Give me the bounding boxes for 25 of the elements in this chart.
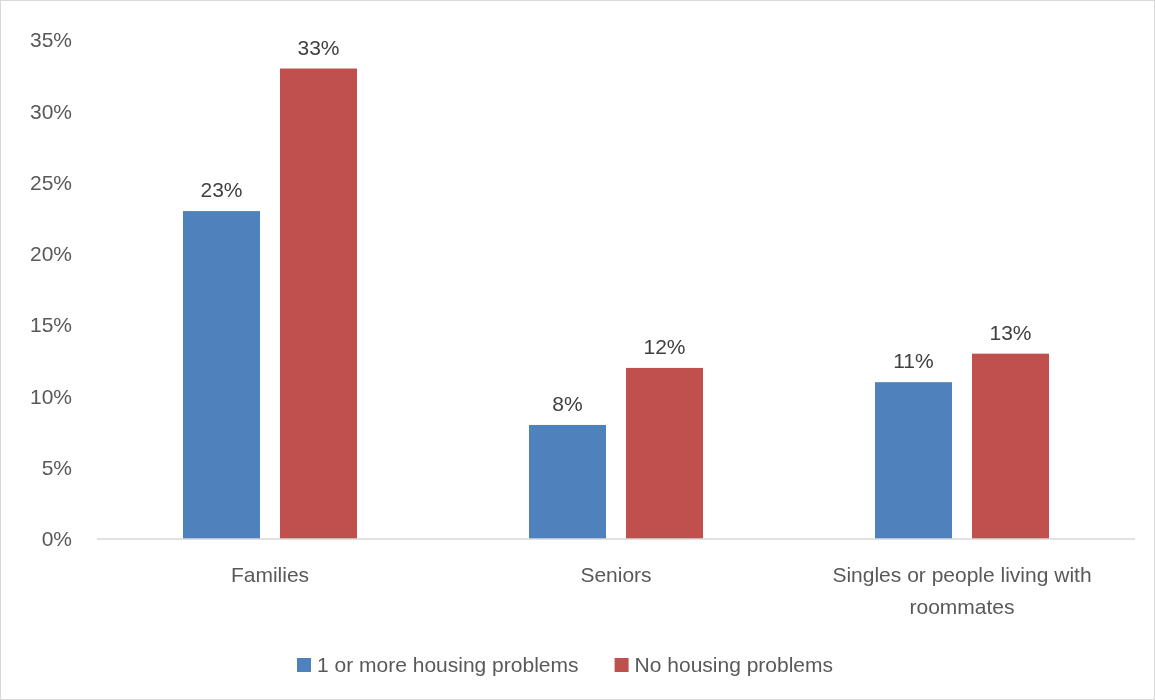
y-tick-label: 25% xyxy=(29,170,72,194)
bar xyxy=(972,353,1049,539)
legend-label: 1 or more housing problems xyxy=(317,653,579,677)
y-tick-label: 5% xyxy=(41,456,72,480)
data-label: 33% xyxy=(297,35,340,59)
bar xyxy=(875,382,952,539)
y-tick-label: 30% xyxy=(29,99,72,123)
y-tick-label: 10% xyxy=(29,384,72,408)
data-label: 23% xyxy=(200,178,243,202)
y-tick-label: 20% xyxy=(29,242,72,266)
y-tick-label: 35% xyxy=(29,28,72,52)
x-tick-label: Seniors xyxy=(580,563,652,586)
bar xyxy=(529,424,606,539)
bar xyxy=(626,367,703,539)
x-tick-label: Singles or people living with roommates xyxy=(832,563,1092,618)
legend-label: No housing problems xyxy=(634,653,834,677)
y-tick-label: 15% xyxy=(29,313,72,337)
x-tick-label: Families xyxy=(230,563,310,586)
data-label: 8% xyxy=(552,391,583,415)
data-label: 11% xyxy=(893,349,934,373)
y-tick-label: 0% xyxy=(41,527,72,551)
data-label: 12% xyxy=(643,334,686,358)
bar xyxy=(183,211,260,539)
bar xyxy=(280,68,357,539)
data-label: 13% xyxy=(989,320,1032,344)
